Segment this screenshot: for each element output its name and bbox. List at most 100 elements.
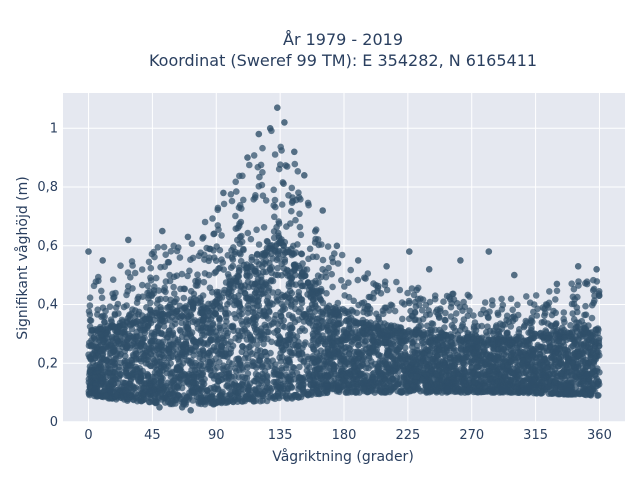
data-point <box>99 312 107 320</box>
data-point <box>323 290 330 297</box>
data-point <box>278 201 286 208</box>
data-point <box>157 363 165 371</box>
data-point <box>147 264 155 272</box>
data-point <box>296 294 303 301</box>
data-point <box>338 365 346 373</box>
data-point <box>270 202 278 209</box>
data-point <box>271 196 279 204</box>
data-point <box>593 278 601 285</box>
data-point <box>259 169 266 176</box>
data-point <box>544 335 552 342</box>
data-point <box>523 293 530 300</box>
data-point <box>300 318 308 325</box>
data-point <box>520 323 528 331</box>
data-point <box>366 305 374 313</box>
data-point <box>379 307 387 314</box>
data-point <box>239 386 247 393</box>
data-point <box>264 315 272 322</box>
data-point <box>180 379 188 386</box>
data-point <box>536 350 544 358</box>
data-point <box>234 282 241 289</box>
data-point <box>486 327 494 335</box>
data-point <box>117 371 125 379</box>
data-point <box>307 313 315 320</box>
data-point <box>194 277 202 284</box>
data-point <box>481 299 489 306</box>
data-point <box>233 188 240 195</box>
data-point <box>509 306 516 314</box>
data-point <box>201 332 208 339</box>
data-point <box>274 271 282 279</box>
data-point <box>275 373 282 380</box>
data-point <box>295 382 302 389</box>
data-point <box>129 262 136 269</box>
data-point <box>188 240 196 247</box>
data-point <box>299 269 306 277</box>
data-point <box>134 295 141 303</box>
data-point <box>138 266 146 273</box>
data-point <box>199 362 207 370</box>
data-point <box>596 369 603 376</box>
data-point <box>582 363 590 371</box>
data-point <box>584 348 592 356</box>
data-point <box>305 201 312 209</box>
data-point <box>311 326 318 334</box>
data-point <box>360 299 368 306</box>
data-point <box>530 301 538 308</box>
data-point <box>127 371 135 378</box>
data-point <box>406 387 414 395</box>
data-point <box>170 242 177 250</box>
data-point <box>552 296 559 303</box>
data-point <box>262 197 270 204</box>
data-point <box>266 322 273 329</box>
data-point <box>94 311 101 318</box>
data-point <box>365 364 372 372</box>
data-point <box>108 358 115 366</box>
data-point <box>223 392 231 400</box>
data-point <box>340 377 348 385</box>
data-point <box>398 389 405 396</box>
data-point <box>124 283 132 290</box>
data-point <box>274 264 281 272</box>
data-point <box>410 291 418 299</box>
data-point <box>327 351 334 359</box>
data-point <box>209 288 216 296</box>
data-point <box>570 391 577 398</box>
data-point <box>489 375 497 383</box>
data-point <box>545 377 553 384</box>
data-point <box>388 353 395 360</box>
data-point <box>271 213 278 221</box>
data-point <box>248 280 255 288</box>
data-point <box>409 343 416 351</box>
data-point <box>150 248 157 256</box>
data-point <box>106 303 114 311</box>
data-point <box>284 299 292 306</box>
data-point <box>139 317 147 324</box>
data-point <box>550 307 557 315</box>
data-point <box>111 324 118 331</box>
data-point <box>136 324 143 332</box>
data-point <box>514 349 522 356</box>
data-point <box>243 361 251 368</box>
data-point <box>209 320 217 327</box>
data-point <box>109 276 117 284</box>
data-point <box>252 370 260 378</box>
data-point <box>514 301 521 309</box>
data-point <box>494 309 502 317</box>
data-point <box>275 165 283 173</box>
data-point <box>267 278 274 285</box>
data-point <box>162 251 169 258</box>
data-point <box>179 360 187 367</box>
data-point <box>249 308 257 316</box>
data-point <box>314 390 322 397</box>
data-point <box>224 252 232 259</box>
data-point <box>447 303 455 311</box>
data-point <box>100 345 107 353</box>
data-point <box>516 372 523 379</box>
data-point <box>391 307 399 315</box>
data-point <box>580 382 588 390</box>
data-point <box>280 180 287 187</box>
data-point <box>513 384 521 392</box>
data-point <box>218 342 226 350</box>
data-point <box>338 277 345 284</box>
